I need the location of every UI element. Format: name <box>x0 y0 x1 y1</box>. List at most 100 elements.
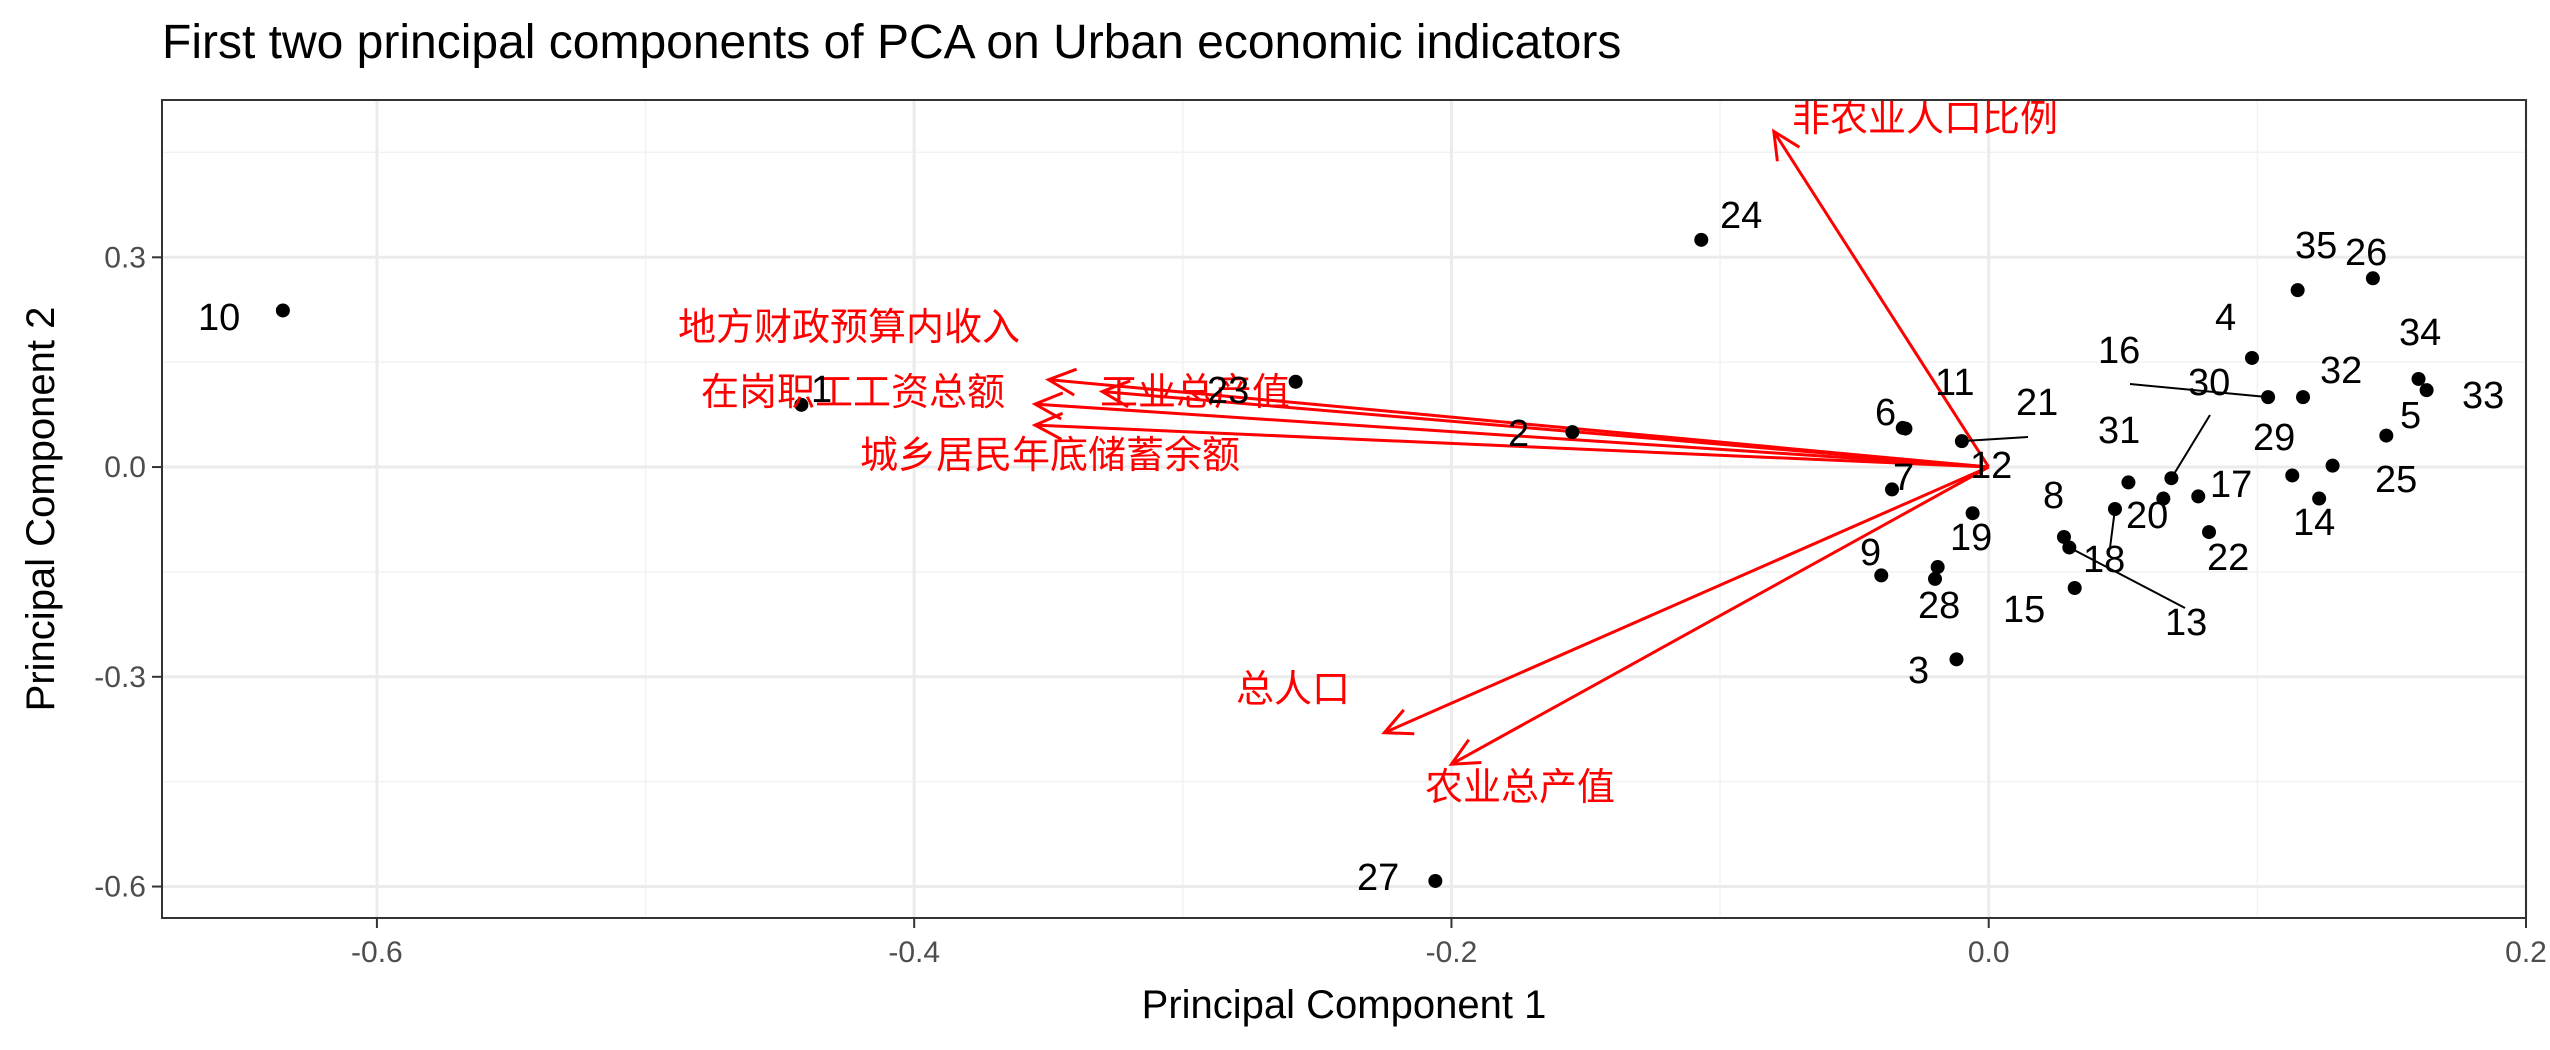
chart-title: First two principal components of PCA on… <box>162 16 1621 69</box>
point-label: 17 <box>2210 464 2252 506</box>
point-label: 13 <box>2165 602 2207 644</box>
data-point <box>2325 458 2340 473</box>
loading-arrow <box>1035 423 1989 469</box>
data-point <box>1885 482 1900 497</box>
observation-points <box>275 232 2434 888</box>
x-tick-label: -0.6 <box>351 936 403 969</box>
data-point <box>1895 420 1910 435</box>
loading-arrow <box>1772 130 1990 468</box>
point-label: 20 <box>2126 495 2168 537</box>
variable-label: 总人口 <box>1236 667 1350 711</box>
point-label: 11 <box>1935 362 1974 404</box>
variable-label: 地方财政预算内收入 <box>678 305 1020 349</box>
point-label: 14 <box>2293 502 2335 544</box>
point-label: 26 <box>2345 232 2387 274</box>
point-label: 22 <box>2207 537 2249 579</box>
data-point <box>1949 652 1964 667</box>
variable-label: 在岗职工工资总额 <box>701 370 1005 414</box>
loading-arrowhead <box>1031 391 1064 421</box>
x-tick-label: -0.4 <box>888 936 940 969</box>
point-label: 27 <box>1357 857 1399 899</box>
point-label: 8 <box>2043 475 2064 517</box>
y-tick-label: 0.3 <box>104 241 146 274</box>
loading-arrow <box>1102 390 1989 469</box>
data-point <box>1565 425 1580 440</box>
loading-arrow <box>1034 402 1989 469</box>
data-point <box>1694 232 1709 247</box>
point-label: 25 <box>2375 459 2417 501</box>
data-point <box>2312 491 2327 506</box>
point-label: 24 <box>1720 195 1762 237</box>
data-point <box>1965 506 1980 521</box>
loading-arrow <box>1383 465 1990 735</box>
variable-label: 农业总产值 <box>1425 765 1615 809</box>
point-label: 23 <box>1207 370 1249 412</box>
x-tick-label: 0.2 <box>2505 936 2547 969</box>
point-label: 28 <box>1918 585 1960 627</box>
point-label: 21 <box>2016 382 2058 424</box>
data-point <box>1288 374 1303 389</box>
data-point <box>2191 489 2206 504</box>
data-point <box>1874 568 1889 583</box>
data-point <box>2290 283 2305 298</box>
point-label: 16 <box>2098 330 2140 372</box>
point-label: 19 <box>1950 517 1992 559</box>
data-point <box>794 397 809 412</box>
data-point <box>2379 428 2394 443</box>
loading-arrowhead <box>1031 411 1064 441</box>
label-leader-line <box>2129 383 2269 399</box>
point-label: 7 <box>1893 457 1914 499</box>
label-leader-line <box>1961 436 2029 443</box>
point-label: 4 <box>2215 297 2236 339</box>
point-label: 33 <box>2462 375 2504 417</box>
point-label: 10 <box>198 297 240 339</box>
data-point <box>2067 581 2082 596</box>
point-label: 30 <box>2188 362 2230 404</box>
data-point <box>2156 491 2171 506</box>
variable-label: 城乡居民年底储蓄余额 <box>860 433 1240 477</box>
point-label: 9 <box>1860 532 1881 574</box>
point-label: 3 <box>1908 650 1929 692</box>
loading-arrowhead <box>1045 367 1078 397</box>
x-tick-label: 0.0 <box>1968 936 2010 969</box>
loading-arrowhead <box>1098 379 1131 409</box>
variable-label: 工业总产值 <box>1100 370 1290 414</box>
point-label: 5 <box>2400 395 2421 437</box>
point-label: 32 <box>2320 350 2362 392</box>
data-point <box>2365 271 2380 286</box>
minor-gridlines <box>162 100 2526 918</box>
label-leader-line <box>2068 546 2186 609</box>
x-axis: -0.6 -0.4 -0.2 0.0 0.2 <box>351 918 2547 969</box>
label-leader-line <box>2170 414 2211 479</box>
data-point <box>2202 525 2217 540</box>
data-point <box>2056 529 2071 544</box>
point-label: 34 <box>2399 312 2441 354</box>
x-axis-title: Principal Component 1 <box>1142 983 1547 1027</box>
y-axis: -0.6 -0.3 0.0 0.3 <box>94 241 162 904</box>
loading-arrow <box>1450 465 1990 766</box>
data-point <box>1428 873 1443 888</box>
point-label: 6 <box>1875 392 1896 434</box>
variable-loadings <box>1031 128 1990 766</box>
data-point <box>2285 468 2300 483</box>
plot-border <box>161 99 2527 919</box>
point-label: 31 <box>2098 410 2140 452</box>
y-axis-title: Principal Component 2 <box>19 307 63 712</box>
point-label: 29 <box>2253 417 2295 459</box>
y-tick-label: -0.3 <box>94 661 146 694</box>
loading-arrowhead <box>1771 128 1801 162</box>
point-label: 18 <box>2083 539 2125 581</box>
data-point <box>2419 383 2434 398</box>
data-point <box>2411 371 2426 386</box>
data-point <box>2121 475 2136 490</box>
y-tick-label: 0.0 <box>104 451 146 484</box>
point-label: 2 <box>1508 413 1529 455</box>
data-point <box>275 303 290 318</box>
point-label: 35 <box>2295 225 2337 267</box>
data-point <box>1930 560 1945 575</box>
loading-arrowhead <box>1448 738 1482 766</box>
y-tick-label: -0.6 <box>94 871 146 904</box>
